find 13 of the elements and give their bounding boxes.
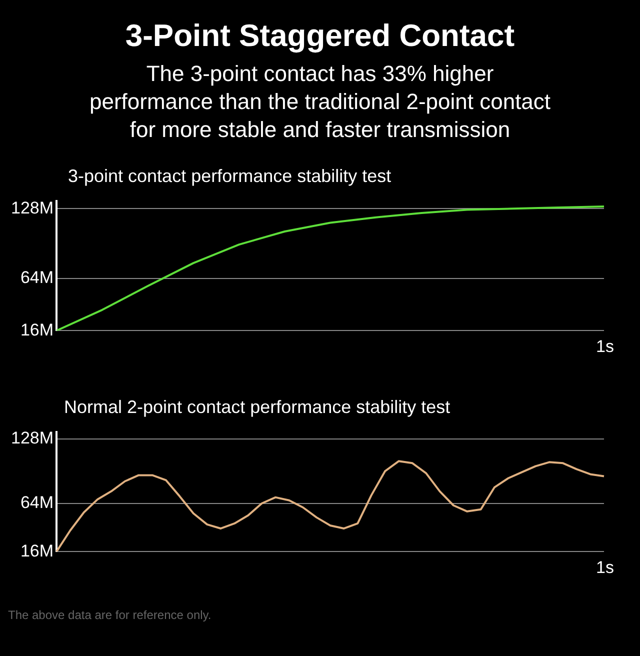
chart-title: Normal 2-point contact performance stability test [64, 397, 452, 418]
y-tick-label: 64M [20, 268, 54, 288]
y-tick-label: 128M [10, 428, 54, 448]
y-tick-label: 128M [10, 198, 54, 218]
text: The above data are for reference only. [8, 608, 212, 622]
chart-title: 3-Point Staggered Contact [124, 18, 516, 54]
text: 1s [596, 558, 614, 577]
y-tick-label: 16M [20, 541, 54, 560]
text: 3-point contact performance stability test [68, 166, 392, 187]
y-tick-label: 64M [20, 493, 54, 512]
text: 1s [596, 336, 614, 356]
y-tick-label: 16M [20, 320, 54, 340]
chart-subtitle: The 3-point contact has 33% higher performance than the traditional 2-point contact for more stable and faster transmission [88, 60, 552, 144]
